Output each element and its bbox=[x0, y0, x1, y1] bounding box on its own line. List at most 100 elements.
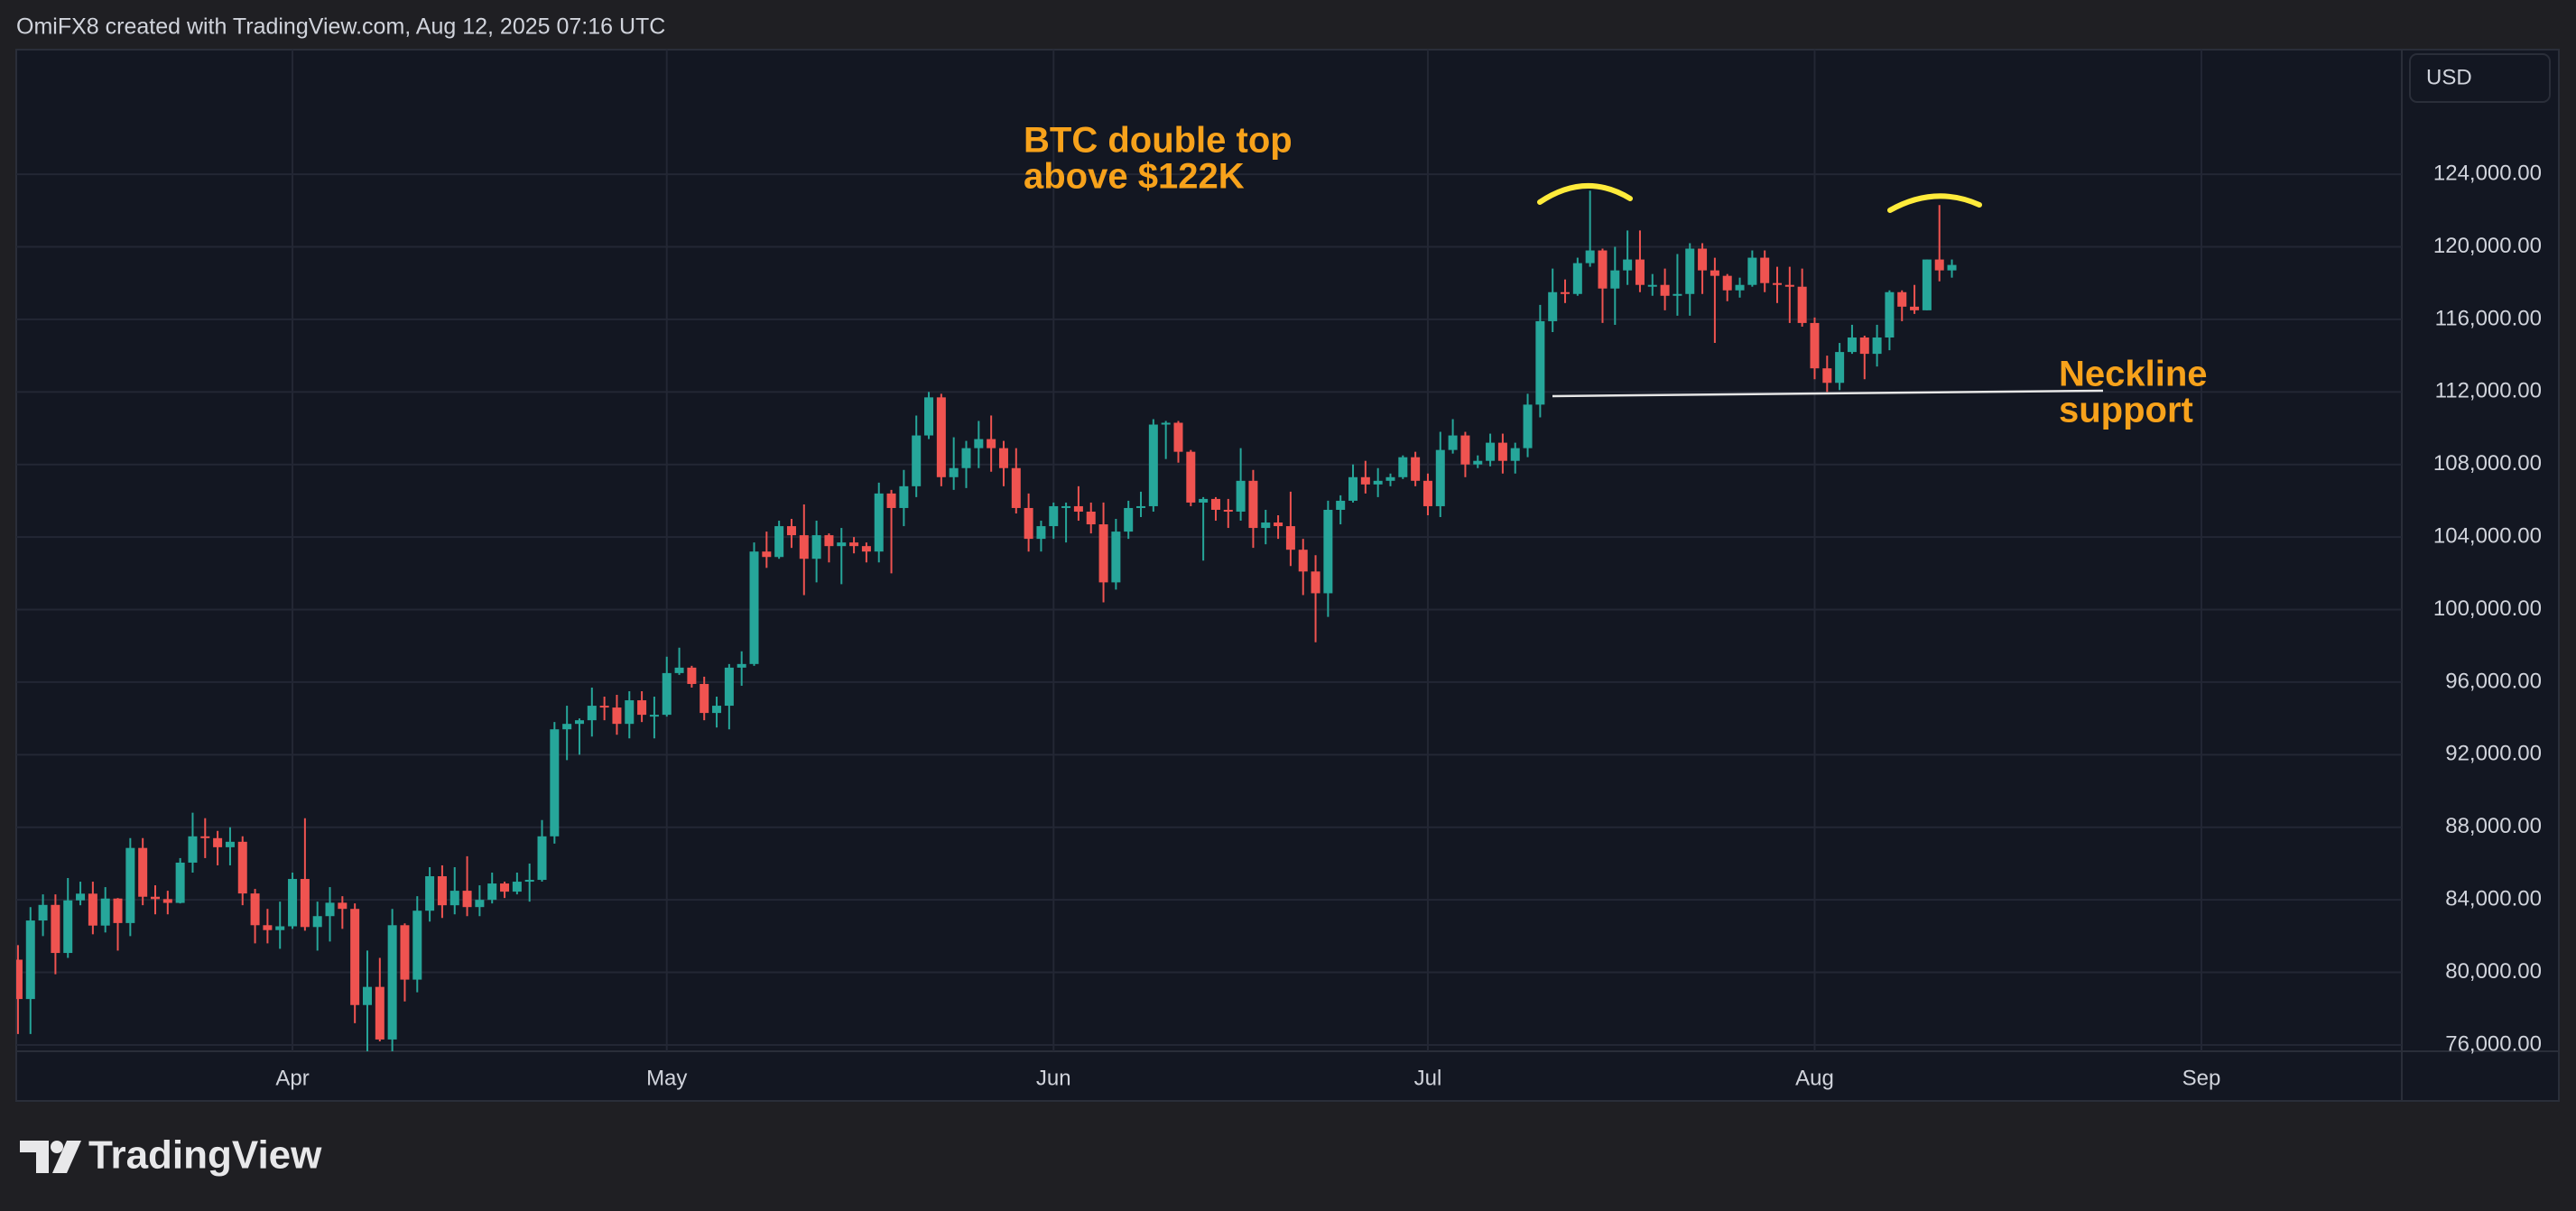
candle-body bbox=[1435, 449, 1445, 506]
candle-body bbox=[1285, 526, 1295, 550]
y-tick-label: 116,000.00 bbox=[2435, 306, 2542, 330]
candle-body bbox=[412, 911, 422, 980]
candle-body bbox=[425, 876, 435, 911]
candle-body bbox=[1510, 448, 1520, 461]
candle-body bbox=[1747, 257, 1757, 285]
candle-body bbox=[1024, 507, 1033, 540]
candle-body bbox=[1360, 476, 1370, 485]
candle-body bbox=[1098, 524, 1108, 583]
candle-body bbox=[1223, 509, 1233, 512]
candle-body bbox=[1698, 248, 1708, 271]
candle-body bbox=[100, 898, 110, 926]
candle-body bbox=[188, 836, 198, 863]
candle-body bbox=[288, 879, 298, 927]
candle-body bbox=[874, 493, 884, 552]
candle-body bbox=[1673, 293, 1682, 296]
candle-body bbox=[811, 535, 821, 559]
candle-body bbox=[849, 542, 859, 547]
candle-body bbox=[1336, 500, 1346, 510]
candle-body bbox=[1872, 337, 1882, 355]
candle-body bbox=[437, 876, 447, 906]
x-tick-label: Sep bbox=[2182, 1066, 2221, 1090]
axes: 76,000.00 80,000.00 84,000.00 88,000.00 92,0… bbox=[275, 161, 2542, 1090]
candle-body bbox=[76, 893, 86, 901]
y-tick-label: 84,000.00 bbox=[2445, 886, 2542, 911]
logo-part bbox=[52, 1141, 81, 1173]
candle-body bbox=[1311, 571, 1320, 594]
candle-body bbox=[936, 397, 946, 477]
x-tick-label: Jul bbox=[1414, 1066, 1442, 1090]
candle-body bbox=[612, 707, 622, 725]
candle-body bbox=[1486, 442, 1496, 461]
candle-body bbox=[1947, 264, 1957, 271]
candle-body bbox=[1572, 263, 1582, 294]
candle-body bbox=[487, 883, 497, 901]
logo-part bbox=[20, 1141, 49, 1173]
candle-body bbox=[512, 882, 522, 892]
candle-body bbox=[25, 920, 35, 1000]
candle-body bbox=[237, 841, 247, 894]
brand-logo bbox=[20, 1141, 81, 1173]
candle-body bbox=[649, 715, 659, 717]
candle-body bbox=[912, 435, 922, 486]
currency-button[interactable] bbox=[2409, 53, 2551, 103]
candle-body bbox=[1061, 505, 1071, 508]
candle-body bbox=[38, 904, 48, 921]
candle-body bbox=[125, 847, 135, 923]
candle-body bbox=[786, 526, 796, 536]
candle-body bbox=[1411, 457, 1421, 481]
candle-body bbox=[1598, 250, 1608, 289]
candle-body bbox=[1710, 270, 1719, 276]
candle-body bbox=[974, 439, 984, 448]
candle-body bbox=[1210, 498, 1220, 510]
candle-body bbox=[263, 925, 273, 930]
candle-body bbox=[400, 925, 410, 980]
candle-body bbox=[1585, 250, 1595, 263]
y-tick-label: 76,000.00 bbox=[2445, 1031, 2542, 1056]
candle-body bbox=[475, 900, 485, 908]
candle-body bbox=[949, 467, 959, 477]
candle-body bbox=[150, 896, 160, 900]
candle-body bbox=[1561, 291, 1571, 294]
candle-body bbox=[824, 535, 834, 547]
chart-pane bbox=[15, 49, 2560, 1102]
candle-body bbox=[1161, 422, 1171, 425]
candle-body bbox=[562, 724, 572, 730]
candle-body bbox=[712, 706, 722, 714]
x-tick-label: Aug bbox=[1795, 1066, 1834, 1090]
x-tick-label: May bbox=[646, 1066, 687, 1090]
candle-body bbox=[1610, 270, 1620, 289]
top-arc bbox=[1887, 193, 1982, 213]
candle-body bbox=[1773, 282, 1783, 285]
candle-body bbox=[1124, 507, 1134, 532]
y-tick-label: 112,000.00 bbox=[2435, 379, 2542, 403]
candle-body bbox=[1148, 424, 1158, 506]
candle-body bbox=[250, 893, 260, 926]
candle-body bbox=[175, 862, 185, 903]
currency-label[interactable]: USD bbox=[2426, 65, 2472, 89]
grid bbox=[16, 50, 2402, 1051]
candle-body bbox=[1797, 286, 1807, 323]
y-tick-label: 104,000.00 bbox=[2433, 523, 2542, 548]
candle-body bbox=[1473, 460, 1483, 465]
candle-body bbox=[1523, 404, 1533, 448]
candle-body bbox=[462, 891, 472, 908]
candle-body bbox=[1248, 480, 1258, 529]
candle-body bbox=[1810, 322, 1820, 369]
candle-body bbox=[51, 904, 60, 954]
candle-body bbox=[225, 841, 235, 847]
candle-body bbox=[1685, 248, 1695, 294]
candle-body bbox=[1298, 550, 1308, 572]
candle-body bbox=[1036, 526, 1046, 540]
candle-body bbox=[1323, 509, 1333, 594]
candle-body bbox=[637, 700, 647, 716]
candle-body bbox=[63, 900, 73, 954]
candle-body bbox=[550, 729, 560, 837]
candle-body bbox=[1535, 320, 1545, 405]
y-tick-label: 100,000.00 bbox=[2433, 596, 2542, 621]
candle-body bbox=[774, 526, 784, 558]
neckline bbox=[1552, 389, 2104, 398]
candle-body bbox=[1086, 511, 1096, 525]
candle-body bbox=[449, 891, 459, 906]
candle-body bbox=[924, 397, 934, 436]
